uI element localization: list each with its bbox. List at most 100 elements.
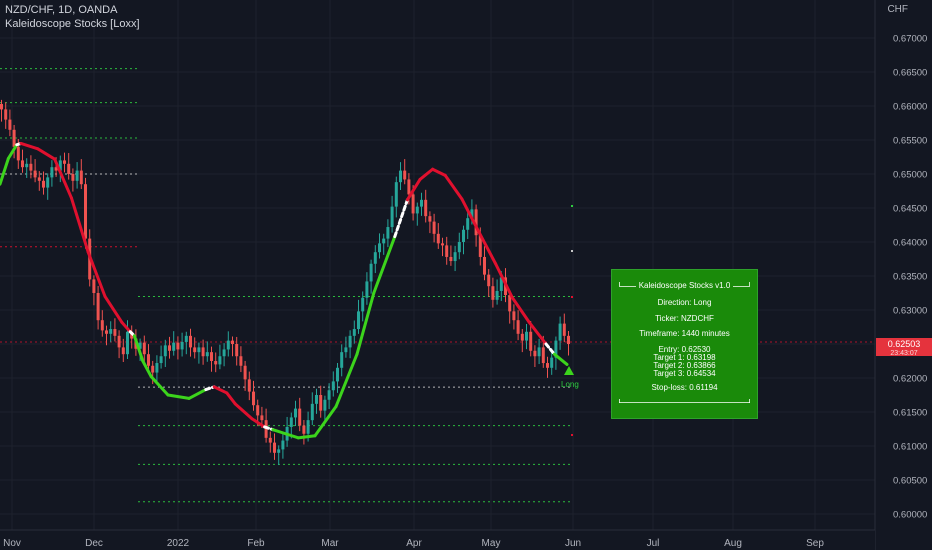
trend-line-segment (0, 156, 10, 186)
candle-body (8, 119, 12, 130)
candle-body (268, 437, 272, 443)
candle-body (176, 342, 180, 350)
long-signal-label: Long (561, 380, 579, 389)
long-signal-marker (564, 205, 574, 436)
candle-body (390, 206, 394, 228)
candle-body (239, 356, 243, 366)
candle-body (189, 335, 192, 348)
candle-body (403, 170, 407, 180)
trend-line (0, 141, 569, 440)
candle-body (46, 177, 50, 188)
candle-body (529, 331, 533, 351)
candle-body (541, 347, 545, 364)
candle-body (67, 163, 71, 174)
candle-body (210, 352, 213, 361)
time-axis[interactable]: Nov Dec 2022 Feb Mar Apr May Jun Jul Aug Sep (0, 529, 875, 550)
time-tick-label: Nov (3, 538, 21, 549)
trend-line-segment (418, 167, 435, 181)
candle-body (142, 342, 146, 355)
candle-body (373, 252, 377, 264)
candle-body (420, 199, 423, 207)
trend-line-segment (296, 434, 317, 440)
trend-line-segment (372, 235, 397, 295)
candle-body (336, 367, 339, 382)
candle-body (428, 216, 432, 222)
candle-body (516, 320, 520, 334)
trend-line-segment (141, 359, 153, 379)
candle-body (25, 163, 29, 168)
candle-body (105, 330, 108, 334)
candle-body (218, 356, 222, 365)
trend-line-segment (355, 291, 376, 356)
candle-body (331, 381, 335, 391)
info-box-tick (749, 399, 750, 403)
last-price-value: 0.62503 (887, 339, 921, 349)
trend-line-segment (86, 250, 107, 298)
candle-body (478, 235, 482, 257)
candle-body (0, 103, 3, 110)
candle-body (42, 180, 45, 188)
candle-body (344, 347, 348, 353)
price-axis[interactable]: 0.67000 0.66500 0.66000 0.65500 0.65000 0.645… (874, 0, 932, 550)
candle-body (21, 160, 24, 168)
candle-body (445, 245, 449, 257)
candle-body (256, 405, 260, 416)
candle-body (79, 170, 83, 185)
candle-body (487, 274, 491, 287)
candle-body (298, 408, 302, 426)
candle-body (562, 323, 566, 336)
trend-line-segment (334, 352, 359, 409)
candle-body (138, 342, 142, 349)
price-tick-label: 0.65000 (893, 170, 927, 181)
candle-body (16, 146, 20, 161)
candle-body (457, 242, 461, 253)
trend-line-segment (313, 405, 338, 438)
indicator-name[interactable]: Kaleidoscope Stocks [Loxx] (5, 18, 140, 30)
trend-line-segment (6, 143, 19, 160)
time-tick-label: Dec (85, 538, 103, 549)
info-box-heading: Kaleidoscope Stocks v1.0 (635, 281, 734, 290)
price-tick-label: 0.63500 (893, 272, 927, 283)
chart-title[interactable]: NZD/CHF, 1D, OANDA (5, 4, 118, 16)
trend-line-segment (233, 402, 254, 421)
candle-body (558, 323, 562, 341)
long-signal-arrow (564, 366, 574, 375)
time-tick-label: Apr (406, 538, 422, 549)
trend-line-segment (460, 197, 481, 234)
target-levels (0, 68, 875, 503)
time-tick-label: Feb (247, 538, 265, 549)
candle-body (340, 352, 344, 368)
candle-body (508, 295, 512, 312)
candle-body (365, 281, 369, 298)
candle-body (184, 335, 188, 342)
price-tick-label: 0.64000 (893, 238, 927, 249)
candle-body (92, 279, 96, 293)
candle-body (96, 293, 100, 321)
trend-line-segment (405, 177, 422, 202)
candle-body (310, 403, 314, 421)
trend-line-segment (36, 147, 57, 161)
candle-body (4, 109, 8, 120)
price-tick-label: 0.61500 (893, 408, 927, 419)
candle-body (163, 345, 167, 357)
time-axis-background (0, 530, 875, 550)
candle-body (226, 340, 230, 350)
candle-body (483, 256, 486, 275)
price-tick-label: 0.62000 (893, 374, 927, 385)
trend-line-segment (527, 320, 548, 346)
trend-line-segment (271, 428, 288, 436)
trend-line-segment (494, 262, 514, 300)
candle-body (277, 449, 281, 453)
candle-body (54, 167, 58, 171)
candle-body (323, 399, 327, 411)
candle-body (550, 357, 554, 368)
candle-body (449, 256, 453, 262)
candle-body (197, 347, 201, 353)
candle-body (533, 350, 537, 357)
trend-line-segment (212, 385, 229, 395)
candle-body (151, 365, 155, 373)
candle-body (567, 335, 570, 344)
candle-body (474, 209, 478, 236)
info-box: Kaleidoscope Stocks v1.0 Direction: Long… (611, 269, 758, 419)
